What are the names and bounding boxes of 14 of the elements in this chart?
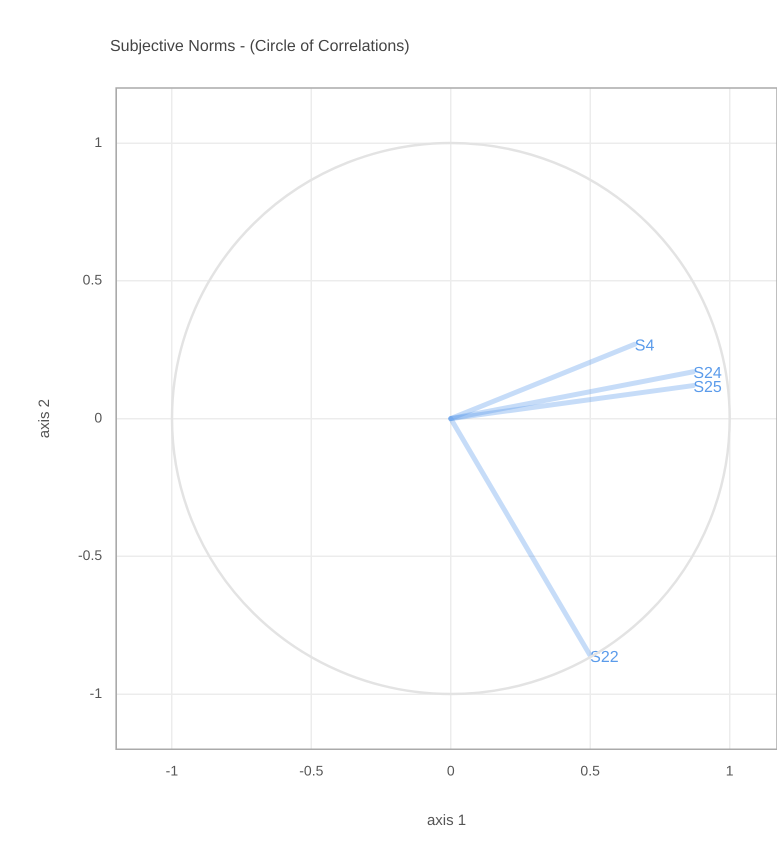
y-axis-title: axis 2	[36, 399, 54, 438]
x-tick-label: -1	[166, 762, 178, 778]
x-axis-title: axis 1	[426, 812, 466, 830]
y-tick-label: 0	[94, 409, 102, 426]
y-tick-label: 1	[94, 134, 102, 150]
y-tick-label: -0.5	[78, 547, 102, 564]
x-tick-label: 1	[726, 762, 734, 778]
x-tick-label: 0.5	[580, 762, 600, 778]
x-tick-label: -0.5	[299, 762, 324, 778]
y-tick-label: 0.5	[82, 272, 102, 288]
chart-title: Subjective Norms - (Circle of Correlations)	[110, 38, 410, 56]
y-tick-label: -1	[90, 684, 102, 701]
series-label: S4	[634, 338, 654, 355]
x-tick-label: 0	[446, 762, 455, 778]
